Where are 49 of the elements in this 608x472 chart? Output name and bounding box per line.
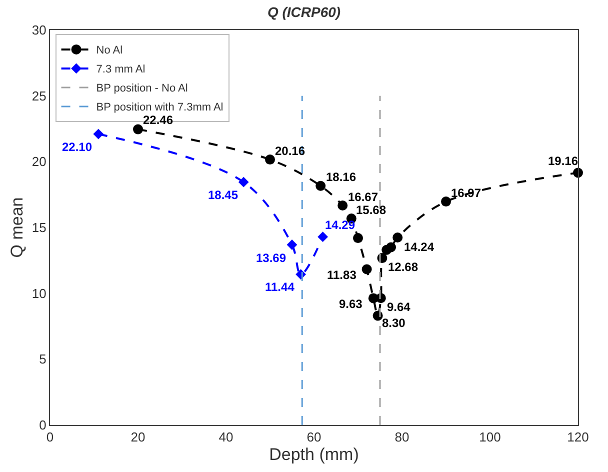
y-tick-label: 0 xyxy=(39,418,46,433)
chart-title: Q (ICRP60) xyxy=(267,4,341,20)
legend-label: No Al xyxy=(96,44,123,57)
point xyxy=(362,264,372,274)
y-axis-title: Q mean xyxy=(7,197,26,258)
x-tick-label: 60 xyxy=(306,430,322,445)
point xyxy=(386,242,396,252)
data-label: 22.10 xyxy=(62,140,92,154)
point xyxy=(93,128,104,140)
point xyxy=(316,180,326,191)
data-label: 14.29 xyxy=(325,218,356,232)
point xyxy=(318,232,328,242)
data-label: 15.68 xyxy=(356,203,386,217)
data-label: 8.30 xyxy=(382,316,406,330)
y-tick-label: 20 xyxy=(32,154,46,170)
y-tick-label: 15 xyxy=(32,220,46,236)
data-label: 9.63 xyxy=(339,297,363,311)
data-label: 11.44 xyxy=(265,280,295,294)
x-tick-label: 20 xyxy=(130,430,146,445)
point xyxy=(392,232,403,243)
point xyxy=(265,154,275,165)
point xyxy=(133,124,143,134)
data-label: 13.69 xyxy=(256,251,286,265)
y-tick-label: 25 xyxy=(32,88,46,104)
data-label: 14.24 xyxy=(404,240,434,254)
data-label: 9.64 xyxy=(387,300,411,314)
y-tick-label: 30 xyxy=(32,22,46,38)
y-tick-label: 10 xyxy=(32,286,46,301)
data-label: 11.83 xyxy=(327,268,357,282)
point xyxy=(441,196,451,207)
point xyxy=(238,176,249,188)
y-tick-label: 5 xyxy=(39,352,46,367)
x-tick-label: 80 xyxy=(394,430,410,445)
legend-label: 7.3 mm Al xyxy=(96,64,146,76)
x-tick-label: 120 xyxy=(567,430,589,445)
x-tick-label: 40 xyxy=(218,430,234,445)
data-label: 22.46 xyxy=(143,113,174,127)
data-label: 18.16 xyxy=(326,170,356,184)
point xyxy=(338,200,348,211)
data-label: 19.16 xyxy=(548,154,578,168)
legend-label: BP position with 7.3mm Al xyxy=(96,102,224,114)
data-label: 18.45 xyxy=(208,188,238,202)
point xyxy=(353,233,363,244)
x-axis-title: Depth (mm) xyxy=(269,445,359,464)
legend-label: BP position - No Al xyxy=(96,82,188,95)
x-tick-label: 100 xyxy=(479,430,501,445)
point xyxy=(286,240,298,250)
data-label: 12.68 xyxy=(388,260,418,274)
data-label: 16.67 xyxy=(348,190,378,204)
